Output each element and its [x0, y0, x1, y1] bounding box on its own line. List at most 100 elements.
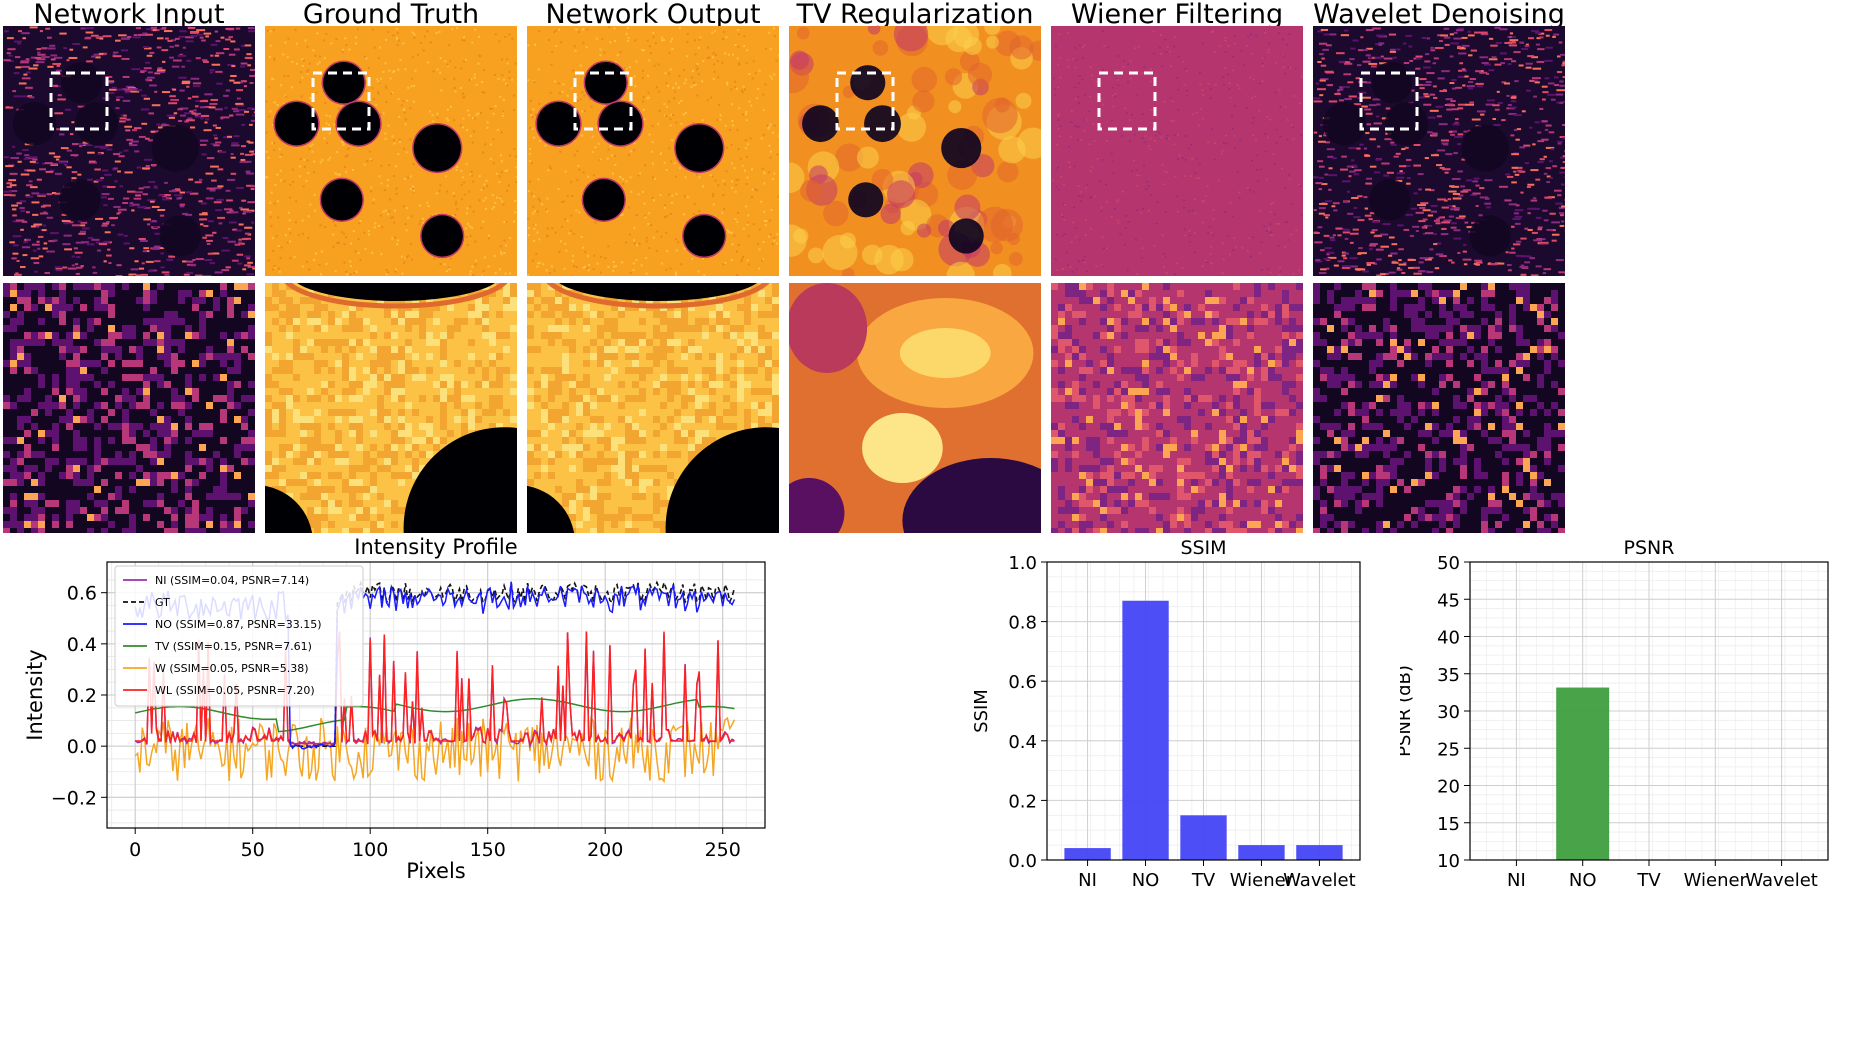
tile-texture	[1051, 283, 1303, 533]
chart-title: Intensity Profile	[354, 535, 517, 559]
full-image-gt	[265, 26, 517, 276]
full-image-tv	[789, 26, 1041, 276]
roi-box	[311, 71, 371, 131]
y-tick-label: 15	[1437, 814, 1460, 835]
x-axis-label: Pixels	[406, 859, 466, 883]
y-tick-label: 25	[1437, 739, 1460, 760]
series-line-w	[134, 715, 736, 784]
chart-title: SSIM	[1180, 537, 1226, 559]
y-tick-label: 0.2	[1008, 791, 1037, 812]
roi-box	[573, 71, 633, 131]
legend-label-wl: WL (SSIM=0.05, PSNR=7.20)	[155, 684, 315, 697]
y-axis-label: PSNR (dB)	[1400, 665, 1415, 757]
bar-no	[1122, 600, 1169, 860]
bar-ni	[1064, 848, 1111, 860]
tile-texture	[265, 283, 517, 533]
roi-box	[1359, 71, 1419, 131]
x-tick-label: NI	[1507, 870, 1526, 891]
tile-background	[3, 26, 255, 276]
full-image-no	[527, 26, 779, 276]
zoom-image-wl	[1313, 283, 1565, 533]
y-tick-label: 20	[1437, 777, 1460, 798]
x-tick-label: TV	[1636, 870, 1661, 891]
full-image-w	[1051, 26, 1303, 276]
x-tick-label: 150	[470, 839, 506, 861]
y-tick-label: 0.4	[67, 634, 97, 656]
zoom-image-ni	[3, 283, 255, 533]
y-tick-label: 10	[1437, 851, 1460, 872]
y-tick-label: −0.2	[51, 787, 97, 809]
x-tick-label: 250	[705, 839, 741, 861]
y-tick-label: 0.0	[1008, 851, 1037, 872]
roi-box	[1097, 71, 1157, 131]
panel-title-gt: Ground Truth	[302, 0, 480, 30]
y-tick-label: 0.4	[1008, 732, 1037, 753]
y-tick-label: 50	[1437, 553, 1460, 574]
zoom-image-gt	[265, 283, 517, 533]
legend-label-ni: NI (SSIM=0.04, PSNR=7.14)	[155, 574, 309, 587]
y-tick-label: 35	[1437, 665, 1460, 686]
x-tick-label: 200	[587, 839, 623, 861]
y-tick-label: 0.0	[67, 736, 97, 758]
tile-texture	[789, 26, 1041, 276]
roi-box	[835, 71, 895, 131]
legend-label-gt: GT	[155, 596, 170, 609]
x-tick-label: Wiener	[1684, 870, 1748, 891]
tile-texture	[1313, 283, 1565, 533]
legend-label-tv: TV (SSIM=0.15, PSNR=7.61)	[154, 640, 312, 653]
x-tick-label: Wavelet	[1745, 870, 1818, 891]
zoom-image-tv	[789, 283, 1041, 533]
series-line-wl	[135, 631, 735, 746]
legend-label-w: W (SSIM=0.05, PSNR=5.38)	[155, 662, 309, 675]
panel-title-wl: Wavelet Denoising	[1313, 0, 1565, 30]
bar-tv	[1180, 815, 1227, 860]
tile-texture	[3, 26, 255, 276]
panel-title-w: Wiener Filtering	[1070, 0, 1284, 30]
x-tick-label: 0	[129, 839, 141, 861]
x-tick-label: TV	[1191, 870, 1216, 891]
panel-title-ni: Network Input	[33, 0, 225, 30]
x-tick-label: 100	[352, 839, 388, 861]
tile-texture	[1313, 26, 1565, 276]
y-tick-label: 0.6	[1008, 672, 1037, 693]
legend: NI (SSIM=0.04, PSNR=7.14) GT NO (SSIM=0.87…	[114, 565, 364, 707]
bar-wiener	[1238, 845, 1285, 860]
tile-background	[265, 26, 517, 276]
zoom-image-no	[527, 283, 779, 533]
y-tick-label: 45	[1437, 590, 1460, 611]
x-tick-label: NO	[1569, 870, 1597, 891]
x-tick-label: NI	[1078, 870, 1097, 891]
full-image-wl	[1313, 26, 1565, 276]
panel-title-no: Network Output	[545, 0, 761, 30]
y-tick-label: 0.6	[67, 583, 97, 605]
x-tick-label: NO	[1132, 870, 1160, 891]
chart-title: PSNR	[1624, 537, 1675, 559]
tile-texture	[789, 283, 1041, 533]
y-tick-label: 0.2	[67, 685, 97, 707]
x-tick-label: Wiener	[1230, 870, 1294, 891]
tile-texture	[527, 26, 779, 276]
y-axis-label: Intensity	[23, 649, 47, 740]
tile-background	[1051, 26, 1303, 276]
bar-wavelet	[1296, 845, 1343, 860]
tile-texture	[1052, 26, 1303, 276]
panel-title-tv: TV Regularization	[796, 0, 1034, 30]
legend-label-no: NO (SSIM=0.87, PSNR=33.15)	[155, 618, 322, 631]
legend-box	[114, 565, 364, 707]
intensity-profile-chart: Intensity Profile 0 50 100 150 200 250 −0.2 0.0 0…	[23, 535, 766, 883]
y-tick-label: 30	[1437, 702, 1460, 723]
y-tick-label: 1.0	[1008, 553, 1037, 574]
zoom-image-w	[1051, 283, 1303, 533]
bar-no	[1556, 687, 1610, 860]
y-tick-label: 0.8	[1008, 613, 1037, 634]
x-tick-label: Wavelet	[1283, 870, 1356, 891]
tile-texture	[527, 283, 779, 533]
full-image-ni	[3, 26, 255, 276]
y-tick-label: 40	[1437, 628, 1460, 649]
roi-box	[49, 71, 109, 131]
y-axis-label: SSIM	[971, 689, 992, 733]
x-tick-label: 50	[241, 839, 265, 861]
tile-texture	[3, 283, 255, 533]
